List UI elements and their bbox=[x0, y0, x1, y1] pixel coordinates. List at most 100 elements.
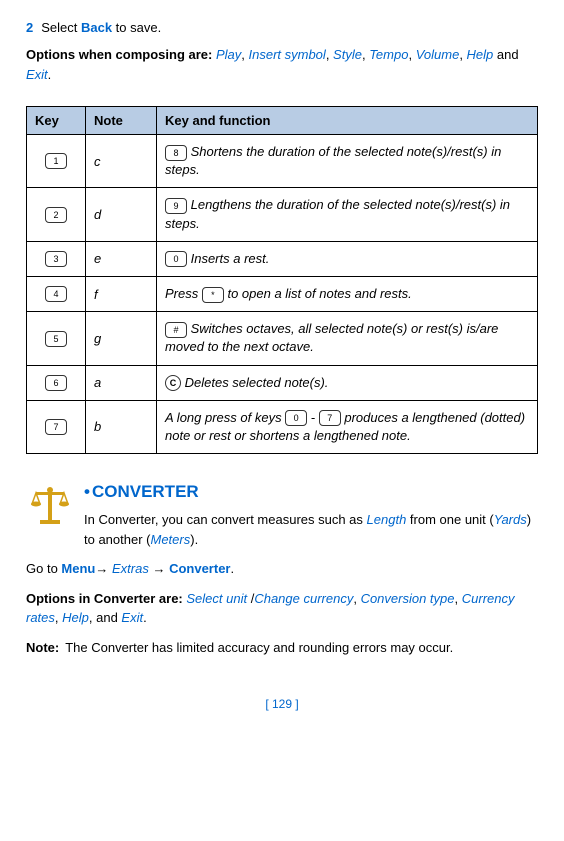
func-cell: A long press of keys 0 - 7 produces a le… bbox=[157, 400, 538, 453]
key-icon: # bbox=[165, 322, 187, 338]
func-text: Inserts a rest. bbox=[187, 251, 269, 266]
func-text: Switches octaves, all selected note(s) o… bbox=[165, 321, 498, 354]
intro-suffix: ). bbox=[190, 532, 198, 547]
th-note: Note bbox=[86, 107, 157, 135]
goto-arrow2: → bbox=[149, 561, 169, 576]
opt-period: . bbox=[48, 67, 52, 82]
key-icon: 0 bbox=[165, 251, 187, 267]
func-cell: 8 Shortens the duration of the selected … bbox=[157, 135, 538, 188]
options-label: Options when composing are: bbox=[26, 47, 216, 62]
step-line: 2 Select Back to save. bbox=[26, 20, 538, 35]
key-icon: * bbox=[202, 287, 224, 303]
optconv-and: , and bbox=[89, 610, 122, 625]
opt-2: Style bbox=[333, 47, 362, 62]
optconv-label: Options in Converter are: bbox=[26, 591, 186, 606]
opt-4: Volume bbox=[416, 47, 460, 62]
func-mid: - bbox=[307, 410, 319, 425]
opt-and: and bbox=[493, 47, 518, 62]
note-cell: a bbox=[86, 365, 157, 400]
th-key: Key bbox=[27, 107, 86, 135]
table-row: 2 d 9 Lengthens the duration of the sele… bbox=[27, 188, 538, 241]
table-row: 1 c 8 Shortens the duration of the selec… bbox=[27, 135, 538, 188]
sep1: , bbox=[353, 591, 360, 606]
note-text: The Converter has limited accuracy and r… bbox=[65, 638, 453, 658]
note-cell: g bbox=[86, 312, 157, 365]
optconv-last: Exit bbox=[121, 610, 143, 625]
func-cell: 9 Lengthens the duration of the selected… bbox=[157, 188, 538, 241]
table-row: 4 f Press * to open a list of notes and … bbox=[27, 276, 538, 311]
bullet-icon: • bbox=[84, 482, 90, 501]
note-cell: b bbox=[86, 400, 157, 453]
goto-prefix: Go to bbox=[26, 561, 61, 576]
opt-0: Play bbox=[216, 47, 241, 62]
step-number: 2 bbox=[26, 20, 33, 35]
intro-length: Length bbox=[367, 512, 407, 527]
table-header-row: Key Note Key and function bbox=[27, 107, 538, 135]
func-text: Shortens the duration of the selected no… bbox=[165, 144, 501, 177]
func-cell: C Deletes selected note(s). bbox=[157, 365, 538, 400]
converter-text: •CONVERTER In Converter, you can convert… bbox=[84, 482, 538, 549]
opt-last: Exit bbox=[26, 67, 48, 82]
converter-title-text: CONVERTER bbox=[92, 482, 199, 501]
goto-conv: Converter bbox=[169, 561, 230, 576]
func-prefix: Press bbox=[165, 286, 202, 301]
table-row: 7 b A long press of keys 0 - 7 produces … bbox=[27, 400, 538, 453]
goto-extras: Extras bbox=[112, 561, 149, 576]
intro-yards: Yards bbox=[494, 512, 527, 527]
key-icon: 7 bbox=[45, 419, 67, 435]
opt-3: Tempo bbox=[369, 47, 408, 62]
optconv-1: Select unit bbox=[186, 591, 250, 606]
step-suffix: to save. bbox=[112, 20, 161, 35]
note-cell: e bbox=[86, 241, 157, 276]
func-text: Lengthens the duration of the selected n… bbox=[165, 197, 510, 230]
table-row: 5 g # Switches octaves, all selected not… bbox=[27, 312, 538, 365]
opt-1: Insert symbol bbox=[249, 47, 326, 62]
goto-line: Go to Menu→ Extras → Converter. bbox=[26, 559, 538, 579]
note-cell: c bbox=[86, 135, 157, 188]
optconv-3: Conversion type bbox=[361, 591, 455, 606]
note-line: Note: The Converter has limited accuracy… bbox=[26, 638, 538, 658]
optconv-period: . bbox=[143, 610, 147, 625]
step-action: Back bbox=[81, 20, 112, 35]
clear-icon: C bbox=[165, 375, 181, 391]
key-icon: 6 bbox=[45, 375, 67, 391]
th-func: Key and function bbox=[157, 107, 538, 135]
converter-intro: In Converter, you can convert measures s… bbox=[84, 510, 538, 549]
func-text: to open a list of notes and rests. bbox=[224, 286, 412, 301]
table-row: 6 a C Deletes selected note(s). bbox=[27, 365, 538, 400]
key-icon: 2 bbox=[45, 207, 67, 223]
intro-meters: Meters bbox=[151, 532, 191, 547]
func-prefix: A long press of keys bbox=[165, 410, 285, 425]
optconv-2: Change currency bbox=[254, 591, 353, 606]
key-icon: 0 bbox=[285, 410, 307, 426]
note-cell: d bbox=[86, 188, 157, 241]
page-number: [ 129 ] bbox=[26, 697, 538, 711]
table-row: 3 e 0 Inserts a rest. bbox=[27, 241, 538, 276]
opt-5: Help bbox=[467, 47, 494, 62]
goto-arrow1: → bbox=[95, 561, 112, 576]
goto-menu: Menu bbox=[61, 561, 95, 576]
sep2: , bbox=[455, 591, 462, 606]
key-icon: 1 bbox=[45, 153, 67, 169]
key-icon: 5 bbox=[45, 331, 67, 347]
converter-section: •CONVERTER In Converter, you can convert… bbox=[26, 482, 538, 549]
optconv-5: Help bbox=[62, 610, 89, 625]
options-converter: Options in Converter are: Select unit /C… bbox=[26, 589, 538, 628]
key-function-table: Key Note Key and function 1 c 8 Shortens… bbox=[26, 106, 538, 454]
func-cell: # Switches octaves, all selected note(s)… bbox=[157, 312, 538, 365]
goto-period: . bbox=[231, 561, 235, 576]
step-prefix: Select bbox=[41, 20, 81, 35]
key-icon: 7 bbox=[319, 410, 341, 426]
scale-icon bbox=[26, 482, 74, 530]
options-composing: Options when composing are: Play, Insert… bbox=[26, 45, 538, 84]
func-text: Deletes selected note(s). bbox=[181, 375, 328, 390]
key-icon: 8 bbox=[165, 145, 187, 161]
func-cell: 0 Inserts a rest. bbox=[157, 241, 538, 276]
key-icon: 3 bbox=[45, 251, 67, 267]
note-label: Note: bbox=[26, 638, 59, 658]
converter-title: •CONVERTER bbox=[84, 482, 538, 502]
func-cell: Press * to open a list of notes and rest… bbox=[157, 276, 538, 311]
key-icon: 4 bbox=[45, 286, 67, 302]
note-cell: f bbox=[86, 276, 157, 311]
intro-prefix: In Converter, you can convert measures s… bbox=[84, 512, 367, 527]
